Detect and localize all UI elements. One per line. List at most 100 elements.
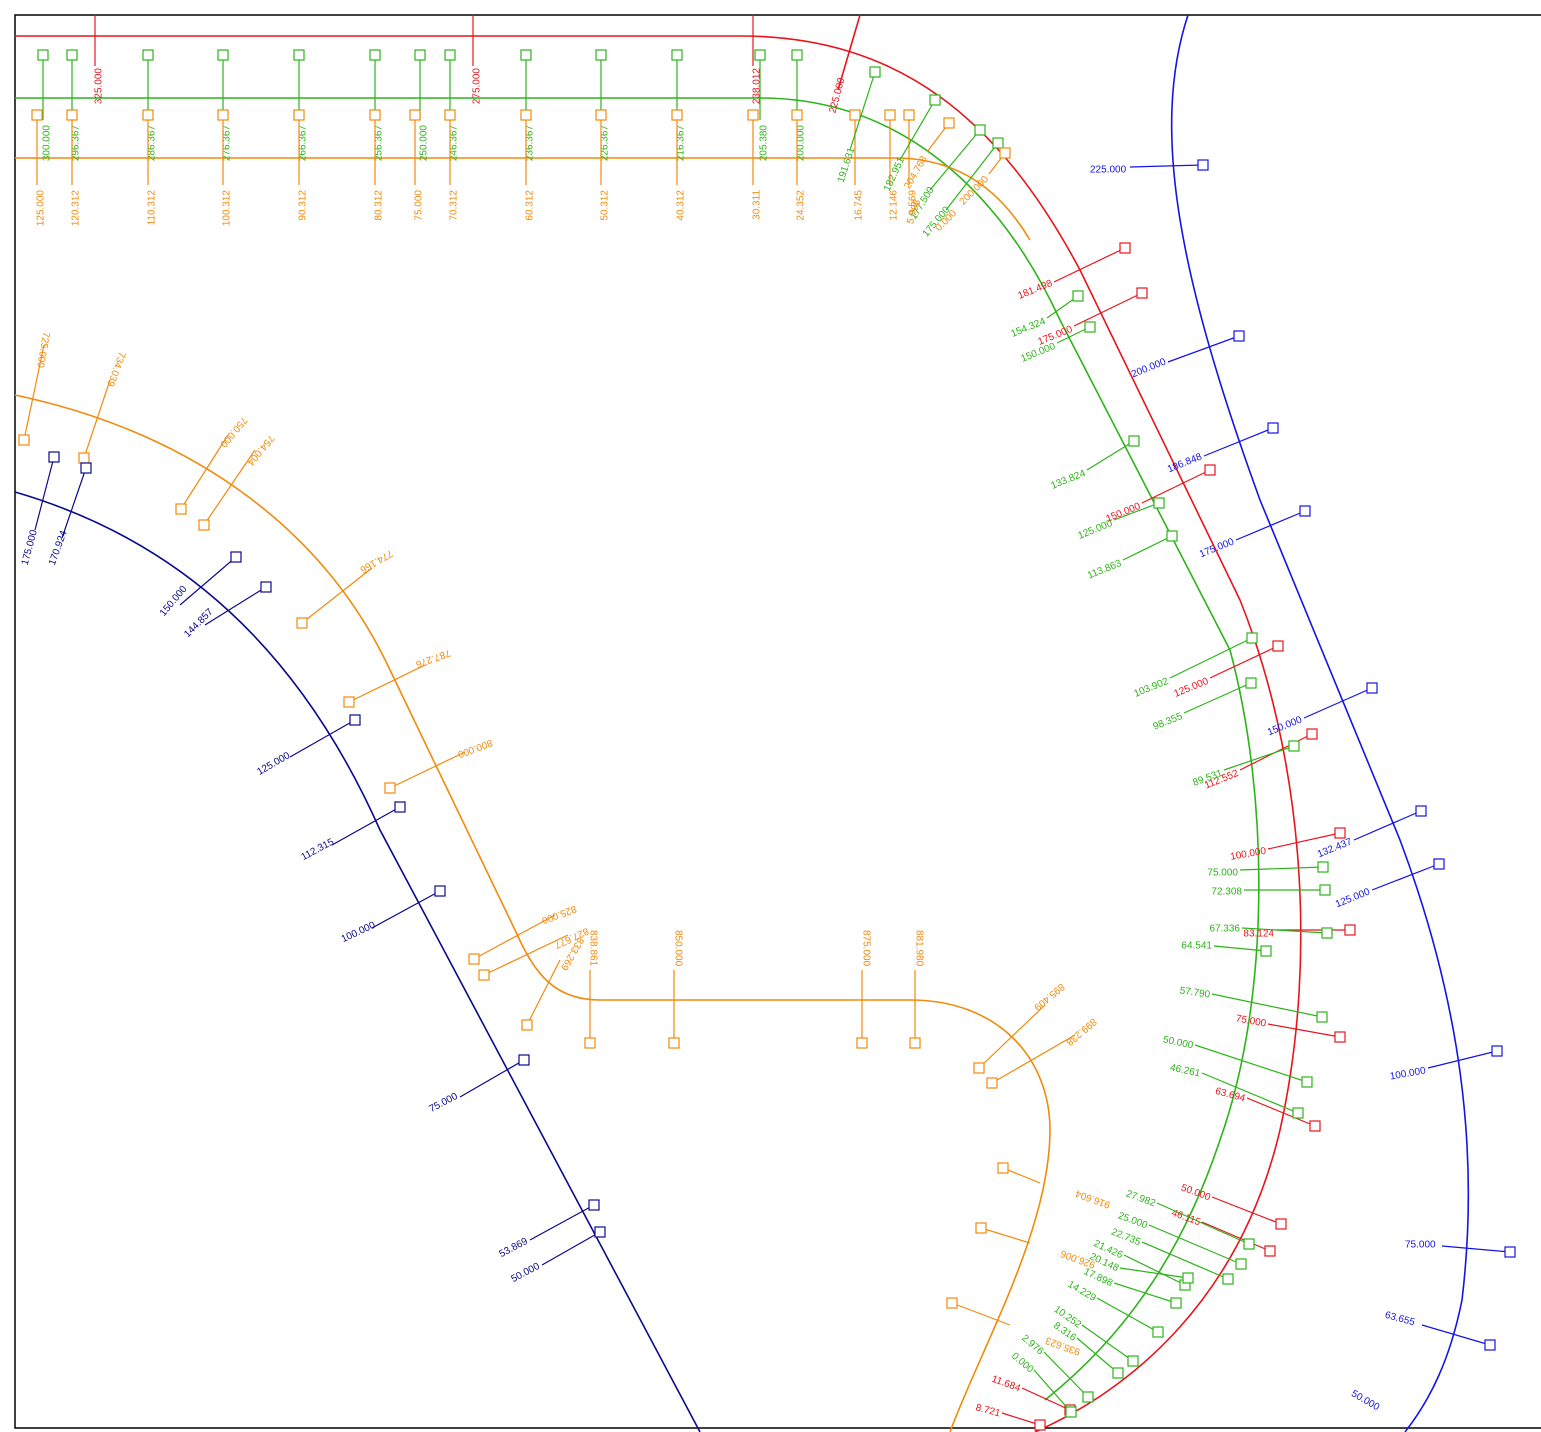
- station-box: [1182, 1272, 1194, 1284]
- station-box: [1084, 321, 1096, 333]
- green-alignment: [15, 97, 1260, 1401]
- station-box: [1433, 858, 1445, 870]
- station-tick: [1113, 1282, 1177, 1304]
- station-tick: [1246, 1097, 1316, 1127]
- station-box: [369, 49, 381, 61]
- station-label: 12.146: [889, 190, 900, 221]
- station-tick: [1169, 637, 1253, 679]
- station-label: 850.000: [672, 930, 683, 967]
- station-box: [595, 109, 607, 121]
- station-label: 9.569: [908, 190, 919, 215]
- station-label: 27.982: [1124, 1189, 1157, 1210]
- station-label: 825.000: [540, 903, 578, 926]
- station-label: 100.312: [222, 190, 233, 227]
- station-box: [78, 452, 90, 464]
- station-box: [975, 1222, 987, 1234]
- station-tick: [1235, 510, 1306, 541]
- station-box: [992, 137, 1004, 149]
- station-tick: [978, 1004, 1046, 1069]
- station-tick: [34, 456, 55, 531]
- station-box: [929, 94, 941, 106]
- station-box: [1065, 1406, 1077, 1418]
- station-box: [1204, 464, 1216, 476]
- station-label: 75.000: [1207, 868, 1238, 879]
- station-box: [584, 1037, 596, 1049]
- station-box: [1119, 242, 1131, 254]
- station-box: [588, 1199, 600, 1211]
- station-label: 125.000: [1172, 676, 1210, 700]
- station-label: 225.000: [1090, 165, 1127, 176]
- orange-alignment: [14, 394, 1051, 1432]
- station-box: [1235, 1258, 1247, 1270]
- station-label: 875.000: [860, 930, 871, 967]
- station-box: [1245, 677, 1257, 689]
- station-box: [1484, 1339, 1496, 1351]
- station-tick: [203, 449, 256, 526]
- blue-alignment: [1170, 14, 1470, 1432]
- station-box: [349, 714, 361, 726]
- station-tick: [1239, 866, 1324, 871]
- station-label: 250.000: [419, 125, 430, 162]
- station-box: [1272, 640, 1284, 652]
- station-box: [66, 49, 78, 61]
- station-tick: [1001, 1412, 1041, 1426]
- station-box: [856, 1037, 868, 1049]
- station-label: 100.000: [340, 920, 378, 945]
- station-label: 225.000: [827, 76, 847, 114]
- station-label: 226.367: [600, 125, 611, 162]
- station-label: 191.631: [836, 146, 858, 184]
- red-alignment-branch: [837, 14, 861, 91]
- station-box: [520, 109, 532, 121]
- station-tick: [1201, 1221, 1271, 1252]
- station-label: 50.312: [600, 190, 611, 221]
- station-tick: [1002, 1167, 1041, 1184]
- station-tick: [541, 1231, 601, 1266]
- station-label: 296.367: [71, 125, 82, 162]
- station-tick: [1371, 863, 1440, 891]
- station-label: 110.312: [147, 190, 158, 226]
- station-box: [1491, 1045, 1503, 1057]
- station-label: 926.006: [1059, 1247, 1097, 1270]
- station-box: [903, 109, 915, 121]
- station-label: 100.000: [1389, 1065, 1427, 1082]
- station-label: 72.308: [1211, 887, 1242, 898]
- station-label: 182.951: [882, 155, 907, 193]
- station-box: [175, 503, 187, 515]
- station-label: 125.000: [1076, 518, 1114, 542]
- station-box: [1299, 505, 1311, 517]
- station-tick: [899, 99, 936, 161]
- station-box: [1127, 1355, 1139, 1367]
- station-box: [260, 581, 272, 593]
- station-label: 0.000: [1009, 1351, 1036, 1376]
- station-tick: [459, 1059, 525, 1098]
- station-label: 30.311: [752, 190, 763, 220]
- station-box: [999, 147, 1011, 159]
- station-box: [444, 49, 456, 61]
- station-box: [1334, 827, 1346, 839]
- station-box: [1309, 1120, 1321, 1132]
- station-box: [974, 124, 986, 136]
- station-label: 750.000: [217, 414, 249, 449]
- station-label: 787.276: [414, 647, 452, 670]
- station-label: 53.869: [497, 1236, 530, 1260]
- station-tick: [991, 1034, 1076, 1084]
- station-label: 50.000: [1179, 1183, 1212, 1204]
- station-label: 838.861: [587, 930, 598, 967]
- station-label: 125.000: [36, 190, 47, 227]
- station-tick: [1043, 1351, 1089, 1398]
- station-box: [671, 109, 683, 121]
- station-box: [414, 49, 426, 61]
- station-tick: [1211, 993, 1323, 1018]
- station-label: 120.312: [71, 190, 82, 227]
- station-box: [1344, 924, 1356, 936]
- station-box: [668, 1037, 680, 1049]
- station-box: [1233, 330, 1245, 342]
- station-box: [1072, 290, 1084, 302]
- station-box: [1275, 1218, 1287, 1230]
- station-tick: [1113, 502, 1160, 521]
- station-label: 150.000: [1266, 714, 1304, 738]
- frame: [14, 14, 1541, 1429]
- station-tick: [1123, 1254, 1186, 1286]
- station-tick: [1167, 335, 1240, 363]
